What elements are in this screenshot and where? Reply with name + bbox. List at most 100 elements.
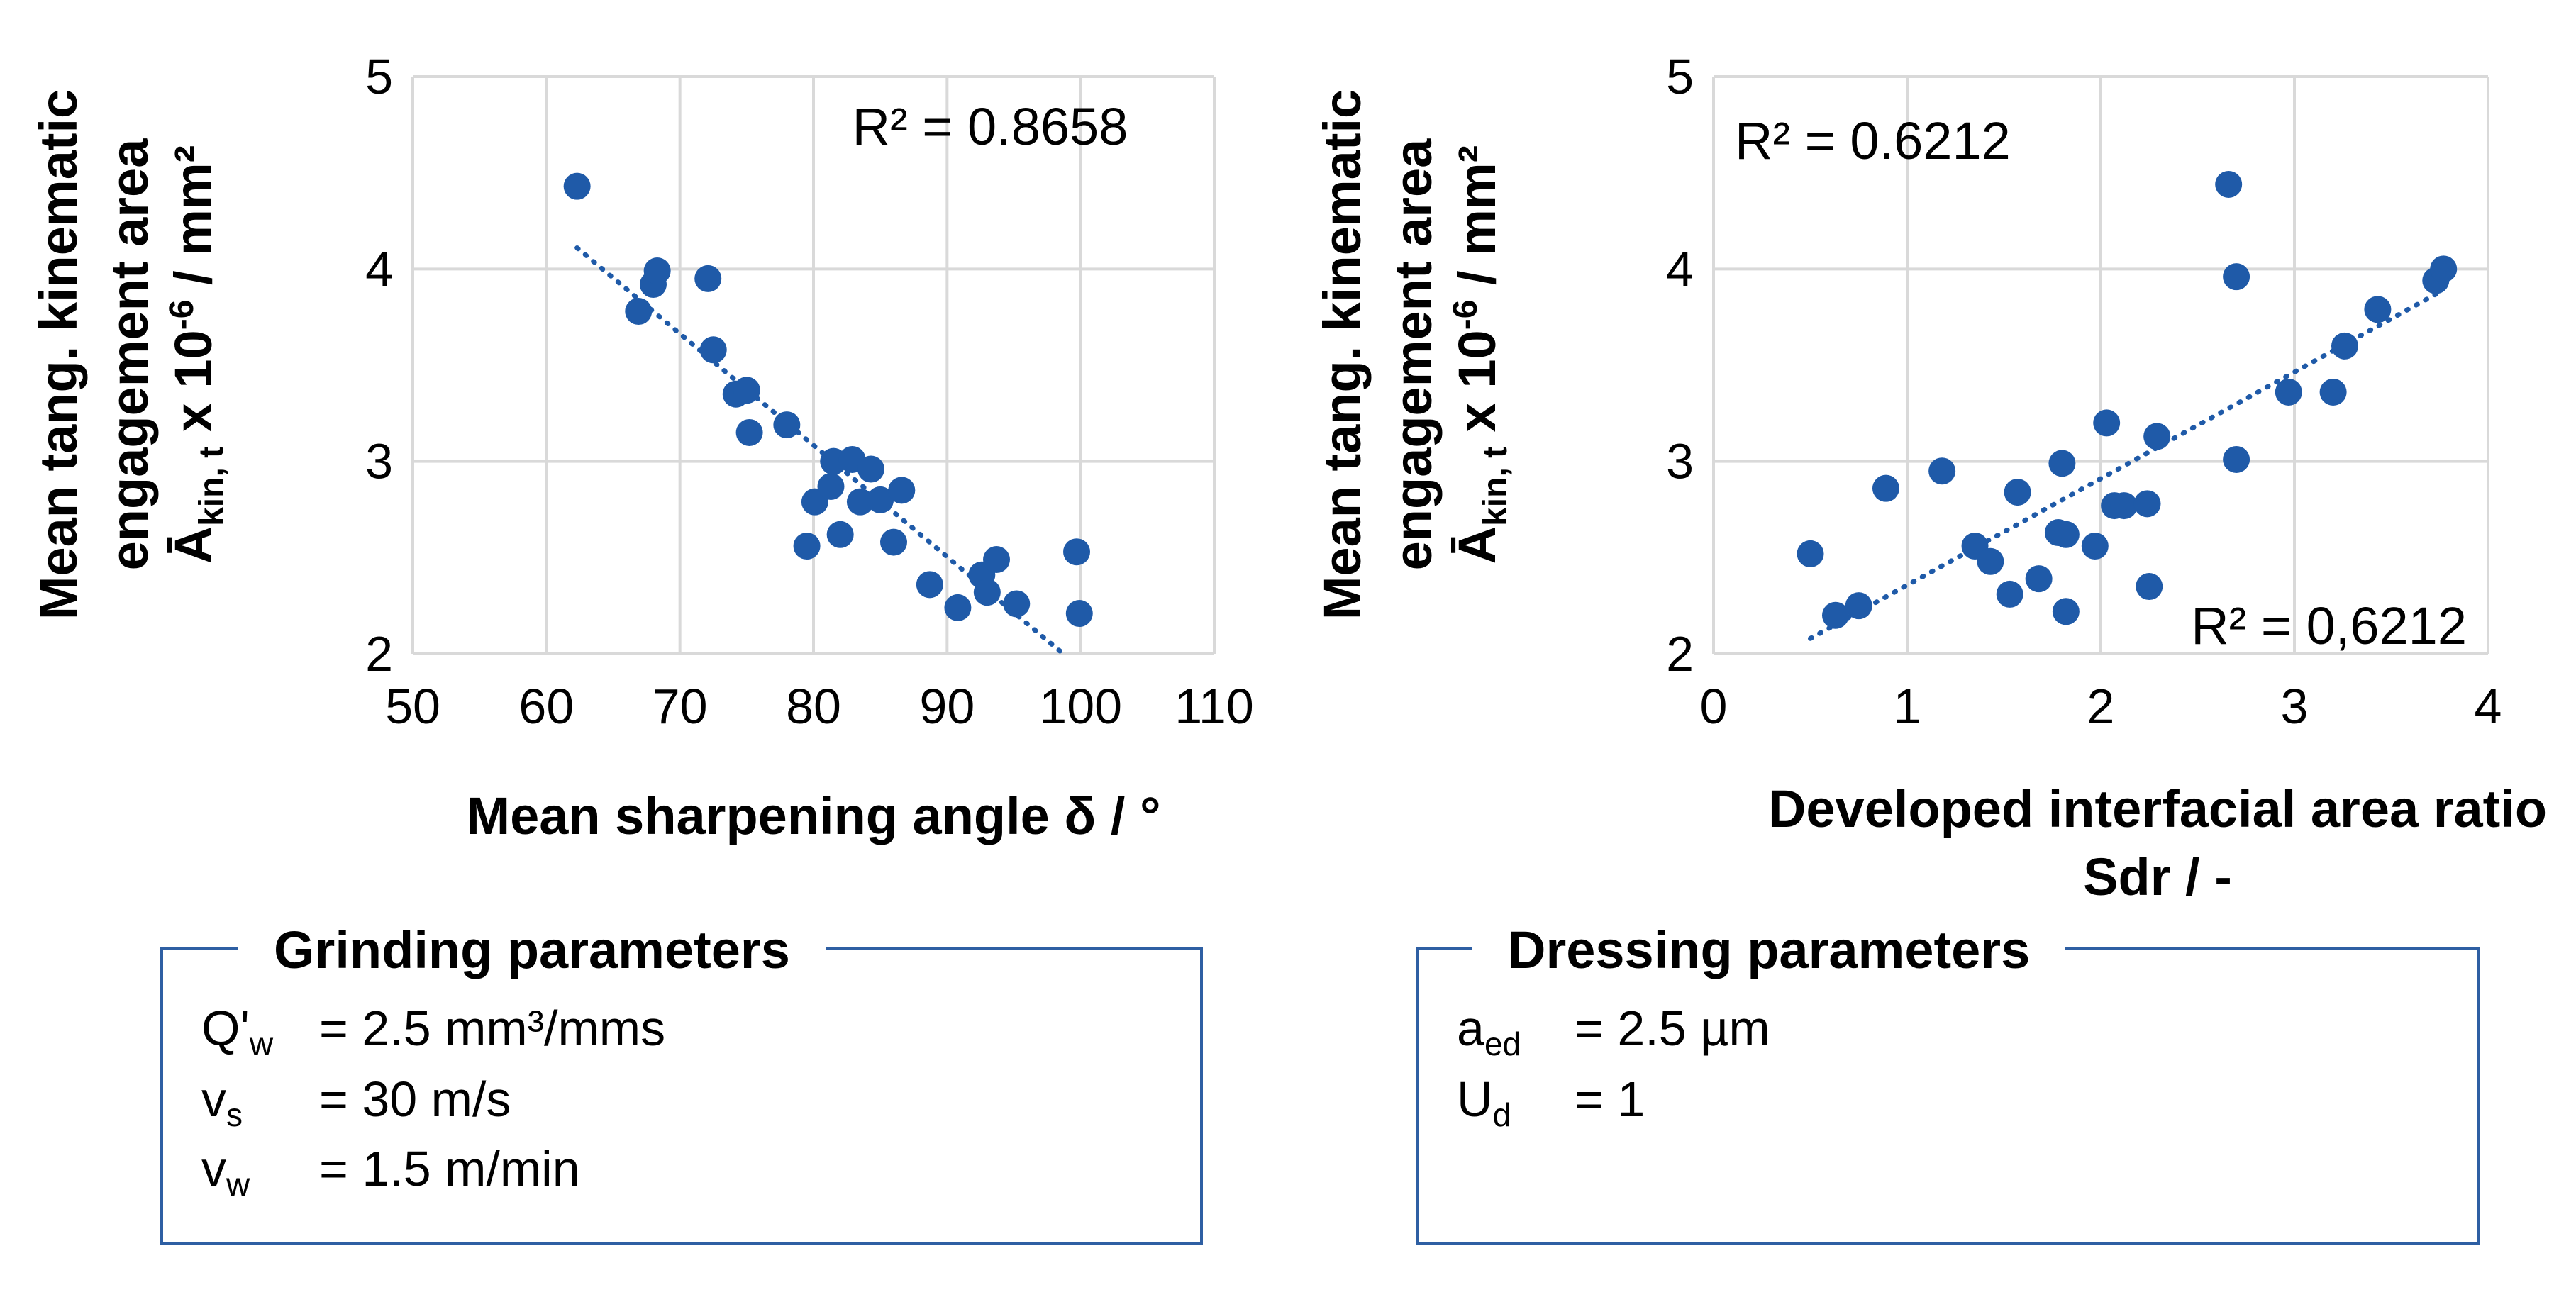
x-tick-label: 90 xyxy=(919,679,975,734)
data-point xyxy=(916,571,943,599)
x-tick-label: 110 xyxy=(1175,679,1254,734)
data-point xyxy=(1845,592,1872,620)
x-tick-label: 60 xyxy=(518,679,574,734)
x-axis-label: Developed interfacial area ratio xyxy=(1768,779,2547,838)
data-point xyxy=(1821,601,1849,629)
data-point xyxy=(2319,378,2347,406)
data-point xyxy=(2052,598,2080,625)
data-point xyxy=(2048,450,2076,477)
x-tick-label: 100 xyxy=(1039,679,1122,734)
dressing-parameters-box: Dressing parameters aed = 2.5 µm Ud = 1 xyxy=(1416,919,2480,1245)
r-squared-label: R² = 0.8658 xyxy=(853,97,1128,156)
dressing-row: Ud = 1 xyxy=(1457,1071,1645,1143)
x-tick-label: 50 xyxy=(385,679,440,734)
y-label-symbol: Ā xyxy=(1448,526,1506,564)
data-point xyxy=(773,411,801,439)
chart-right: 0 1 2 3 4 2 3 4 5 R² = 0.6212 R² = 0,6212 Developed… xyxy=(1313,49,2547,906)
data-point xyxy=(2223,445,2250,473)
data-point xyxy=(2275,378,2302,406)
data-point xyxy=(817,472,845,500)
data-point xyxy=(793,533,821,560)
data-point xyxy=(2364,296,2392,323)
data-point xyxy=(1996,580,2023,608)
grinding-row: vw = 1.5 m/min xyxy=(201,1140,580,1213)
x-axis-label: Sdr / - xyxy=(2083,847,2232,906)
data-point xyxy=(733,377,760,404)
param-value: = 30 m/s xyxy=(319,1072,511,1127)
grinding-row: Q'w = 2.5 mm³/mms xyxy=(201,1000,665,1072)
y-label-superscript: -6 xyxy=(1447,300,1484,330)
y-axis-label-line: Ākin, t x 10-6 / mm² xyxy=(1447,145,1514,564)
trendline xyxy=(574,245,1066,657)
param-symbol: Q'w xyxy=(201,1001,274,1062)
y-tick-label: 2 xyxy=(365,626,393,681)
data-point xyxy=(1928,457,1956,485)
data-point xyxy=(973,579,1001,606)
data-point xyxy=(2133,490,2161,518)
data-point xyxy=(1065,600,1093,628)
grinding-parameters-title: Grinding parameters xyxy=(238,919,826,981)
data-point xyxy=(2143,423,2171,450)
data-point xyxy=(2004,479,2031,506)
param-symbol: vw xyxy=(201,1141,250,1203)
grinding-row: vs = 30 m/s xyxy=(201,1071,511,1143)
data-point xyxy=(625,298,653,326)
data-point xyxy=(2025,565,2053,593)
dressing-row: aed = 2.5 µm xyxy=(1457,1000,1770,1072)
y-label-subscript: kin, t xyxy=(1477,447,1514,526)
chart-left: 50 60 70 80 90 100 110 2 3 4 5 R² = 0.8658 Mean shar… xyxy=(29,49,1254,845)
data-point xyxy=(2223,263,2250,291)
param-value: = 2.5 mm³/mms xyxy=(319,1001,666,1056)
param-symbol: vs xyxy=(201,1072,243,1133)
y-tick-label: 5 xyxy=(1666,49,1694,104)
param-symbol: aed xyxy=(1457,1001,1521,1062)
x-tick-label: 2 xyxy=(2087,679,2115,734)
data-point xyxy=(857,455,884,483)
param-value: = 2.5 µm xyxy=(1575,1001,1770,1056)
r-squared-label: R² = 0,6212 xyxy=(2191,596,2467,655)
data-point xyxy=(944,594,972,621)
data-point xyxy=(2093,409,2121,437)
r-squared-label: R² = 0.6212 xyxy=(1735,111,2011,170)
data-point xyxy=(2215,170,2243,198)
data-point xyxy=(983,546,1011,574)
data-point xyxy=(846,488,874,516)
data-point xyxy=(1003,590,1031,618)
param-value: = 1.5 m/min xyxy=(319,1141,580,1196)
y-label-text: x 10 xyxy=(164,330,223,447)
y-label-symbol: Ā xyxy=(164,526,223,564)
y-axis-label-line: engagement area xyxy=(1384,138,1443,571)
data-point xyxy=(699,336,727,364)
param-symbol: Ud xyxy=(1457,1072,1511,1133)
y-axis-label: Mean tang. kinematic engagement area Ākin,… xyxy=(1313,89,1514,620)
data-point xyxy=(1797,540,1824,567)
y-tick-label: 2 xyxy=(1666,626,1694,681)
data-point xyxy=(1977,547,2004,575)
y-axis-label-line: Mean tang. kinematic xyxy=(29,89,88,620)
dressing-parameters-title: Dressing parameters xyxy=(1472,919,2066,981)
data-point xyxy=(2331,332,2358,360)
y-tick-label: 3 xyxy=(365,434,393,489)
data-point xyxy=(826,521,854,548)
y-label-superscript: -6 xyxy=(163,300,201,330)
data-point xyxy=(880,528,907,556)
data-point xyxy=(1872,474,1899,502)
y-label-subscript: kin, t xyxy=(193,447,231,526)
param-value: = 1 xyxy=(1575,1072,1645,1127)
y-axis-label: Mean tang. kinematic engagement area Ākin,… xyxy=(29,89,231,620)
y-label-text: x 10 xyxy=(1448,330,1506,447)
x-tick-label: 4 xyxy=(2475,679,2502,734)
x-tick-label: 80 xyxy=(786,679,841,734)
y-axis-label-line: Mean tang. kinematic xyxy=(1313,89,1372,620)
data-point xyxy=(2081,533,2109,560)
x-tick-label: 70 xyxy=(653,679,708,734)
data-point xyxy=(694,265,722,292)
data-point xyxy=(2052,521,2080,548)
data-point xyxy=(867,486,894,513)
grinding-parameters-box: Grinding parameters Q'w = 2.5 mm³/mms vs =… xyxy=(160,919,1203,1245)
data-point xyxy=(643,257,671,285)
data-point xyxy=(2136,573,2163,601)
data-point xyxy=(2430,255,2458,283)
data-point xyxy=(888,477,916,504)
